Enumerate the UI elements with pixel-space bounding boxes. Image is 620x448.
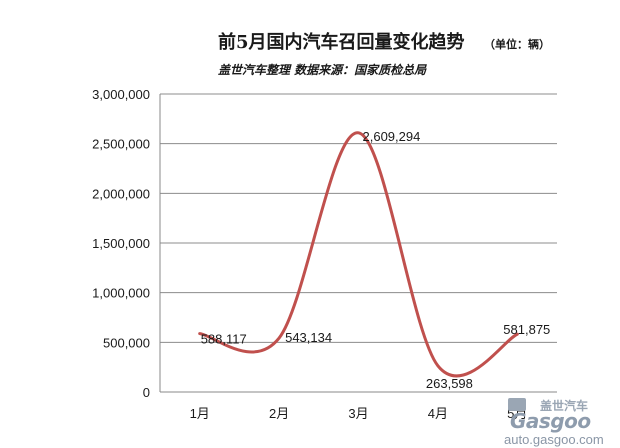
gasgoo-watermark: 盖世汽车 Gasgoo auto.gasgoo.com bbox=[504, 398, 604, 447]
gasgoo-logo-mark-icon bbox=[508, 398, 526, 411]
data-label: 2,609,294 bbox=[363, 129, 421, 144]
data-point bbox=[437, 365, 439, 367]
y-tick-label: 1,000,000 bbox=[92, 286, 150, 301]
y-tick-label: 1,500,000 bbox=[92, 236, 150, 251]
x-axis-ticks: 1月 2月 3月 4月 5月 bbox=[190, 406, 528, 421]
chart-title-unit: （单位：辆） bbox=[484, 37, 550, 51]
x-tick-label: 4月 bbox=[428, 406, 448, 421]
watermark-brand-cn: 盖世汽车 bbox=[540, 398, 588, 413]
y-axis-ticks: 0 500,000 1,000,000 1,500,000 2,000,000 2,500… bbox=[92, 87, 150, 400]
x-tick-label: 3月 bbox=[348, 406, 368, 421]
data-labels: 588,117 543,134 2,609,294 263,598 581,875 bbox=[201, 129, 551, 391]
data-point bbox=[358, 132, 359, 134]
x-tick-label: 1月 bbox=[190, 406, 210, 421]
series-line bbox=[198, 131, 519, 378]
y-tick-label: 500,000 bbox=[103, 335, 150, 350]
watermark-brand-logo: Gasgoo bbox=[510, 409, 591, 433]
chart-title: 前5月国内汽车召回量变化趋势 bbox=[218, 31, 465, 53]
data-point bbox=[278, 337, 280, 339]
data-point bbox=[516, 333, 518, 335]
y-tick-label: 2,500,000 bbox=[92, 137, 150, 152]
x-tick-label: 2月 bbox=[269, 406, 289, 421]
data-label: 263,598 bbox=[426, 376, 473, 391]
watermark-url: auto.gasgoo.com bbox=[504, 432, 604, 447]
y-tick-label: 0 bbox=[143, 385, 150, 400]
series-lines bbox=[198, 131, 519, 378]
data-point bbox=[199, 333, 201, 335]
y-tick-label: 3,000,000 bbox=[92, 87, 150, 102]
chart-subtitle: 盖世汽车整理 数据来源：国家质检总局 bbox=[218, 63, 427, 77]
data-label: 543,134 bbox=[285, 330, 332, 345]
y-tick-label: 2,000,000 bbox=[92, 186, 150, 201]
data-label: 588,117 bbox=[201, 332, 247, 347]
data-label: 581,875 bbox=[503, 322, 550, 337]
gridlines bbox=[160, 93, 557, 343]
